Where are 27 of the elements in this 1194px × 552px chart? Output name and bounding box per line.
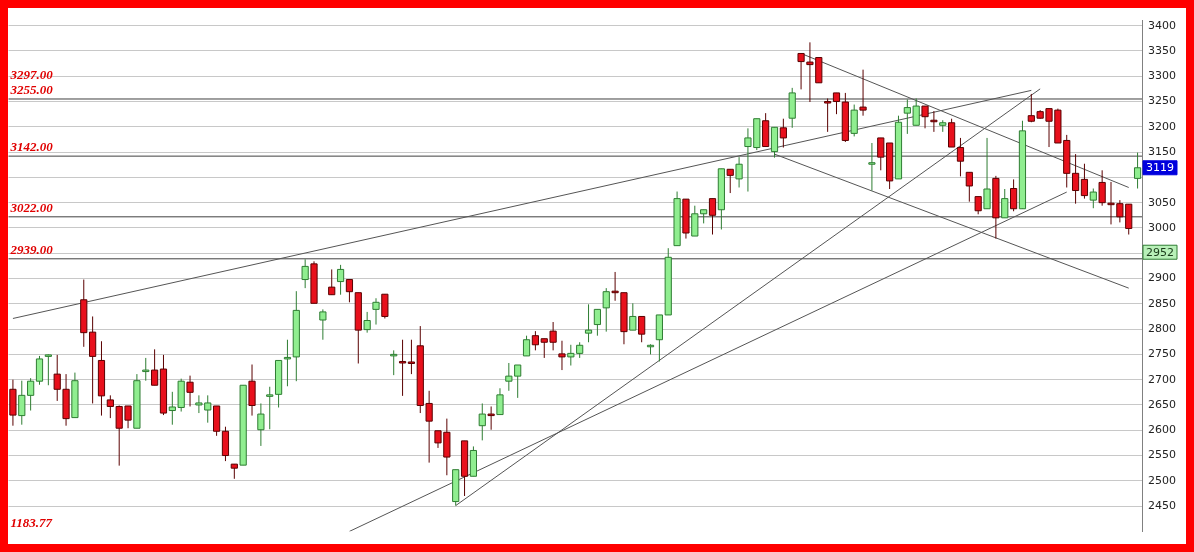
annotation: 3119 — [1146, 161, 1175, 175]
ref-line-label: 2939.00 — [9, 241, 54, 257]
y-tick-label: 3400 — [1148, 18, 1177, 32]
y-tick-label: 2800 — [1148, 321, 1177, 335]
ref-line-label: 3142.00 — [9, 139, 54, 154]
y-tick-label: 3300 — [1148, 69, 1177, 83]
annotation: 2952 — [1146, 245, 1175, 259]
y-tick-label: 3000 — [1148, 220, 1177, 234]
y-tick-label: 3250 — [1148, 94, 1177, 108]
y-tick-label: 2600 — [1148, 423, 1177, 437]
y-tick-label: 2650 — [1148, 397, 1177, 411]
y-tick-label: 3200 — [1148, 119, 1177, 133]
y-tick-label: 2900 — [1148, 271, 1177, 285]
y-tick-label: 3350 — [1148, 43, 1177, 57]
candlestick — [310, 260, 318, 304]
y-tick-label: 2700 — [1148, 372, 1177, 386]
y-tick-label: 2850 — [1148, 296, 1177, 310]
ref-line-label: 3255.00 — [9, 81, 54, 97]
y-tick-label: 2550 — [1148, 448, 1177, 462]
y-tick-label: 2500 — [1148, 473, 1177, 487]
y-tick-label: 3050 — [1148, 195, 1177, 209]
y-tick-label: 2750 — [1148, 347, 1177, 361]
ref-line-label: 3022.00 — [9, 199, 54, 215]
y-tick-label: 3150 — [1148, 144, 1177, 158]
annotation: 1183.77 — [10, 515, 53, 531]
annotation: 3297.00 — [9, 67, 54, 83]
y-tick-label: 2450 — [1148, 498, 1177, 512]
